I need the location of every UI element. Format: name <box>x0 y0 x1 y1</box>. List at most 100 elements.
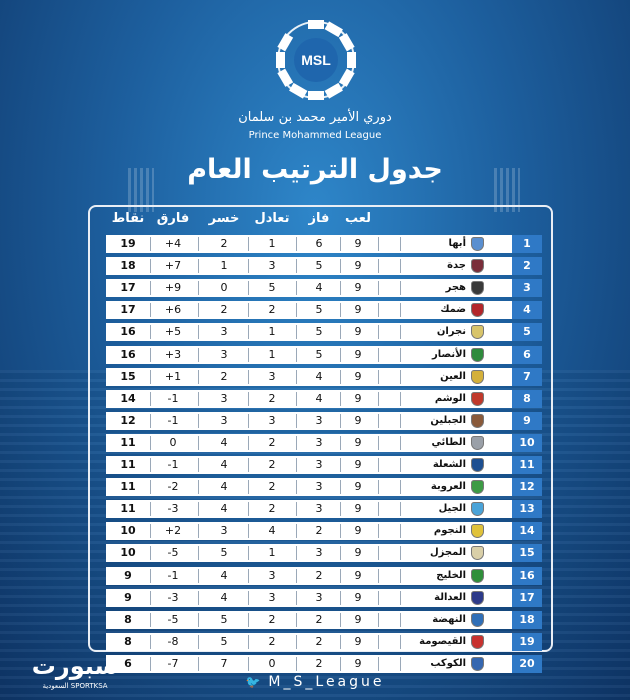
column-separator <box>296 369 297 384</box>
won-cell: 3 <box>315 458 323 471</box>
diff-cell: -3 <box>167 590 179 604</box>
table-row: 8 -8 5 2 2 9 القيصومة 19 <box>106 632 542 651</box>
column-separator <box>150 413 151 428</box>
column-separator <box>296 656 297 671</box>
column-separator <box>400 590 401 605</box>
header-lost: خسر <box>208 211 240 226</box>
lost-cell: 3 <box>220 413 228 427</box>
column-separator <box>340 656 341 671</box>
table-row: 9 -3 4 3 3 9 العدالة 17 <box>106 588 542 607</box>
column-separator <box>296 259 297 274</box>
points-cell: 10 <box>120 524 136 538</box>
diff-cell: -3 <box>167 502 179 516</box>
twitter-handle[interactable]: 🐦 M_S_League <box>0 674 630 690</box>
column-separator <box>340 590 341 605</box>
column-separator <box>400 369 401 384</box>
column-separator <box>340 502 341 517</box>
diff-cell: +1 <box>164 369 182 383</box>
drawn-cell: 5 <box>268 281 276 295</box>
points-cell: 17 <box>120 281 136 295</box>
column-separator <box>248 325 249 340</box>
lost-cell: 2 <box>220 237 228 250</box>
points-cell: 15 <box>120 369 136 383</box>
column-separator <box>296 237 297 251</box>
column-separator <box>296 458 297 472</box>
played-cell: 9 <box>354 325 362 339</box>
rank-cell: 8 <box>512 389 542 408</box>
team-name: نجران <box>436 326 466 338</box>
column-separator <box>378 568 379 583</box>
column-separator <box>400 458 401 472</box>
drawn-cell: 4 <box>268 524 276 538</box>
twitter-icon: 🐦 <box>245 675 261 689</box>
logo-text: MSL <box>301 52 331 68</box>
team-crest-icon <box>471 458 484 472</box>
diff-cell: +9 <box>164 281 182 295</box>
floodlight-left <box>128 168 154 212</box>
team-name: النهضة <box>432 613 466 625</box>
drawn-cell: 2 <box>268 634 276 648</box>
column-separator <box>340 259 341 274</box>
column-separator <box>150 590 151 605</box>
column-separator <box>378 237 379 251</box>
rank-cell: 17 <box>512 588 542 607</box>
column-separator <box>150 347 151 362</box>
column-separator <box>198 413 199 428</box>
column-separator <box>340 435 341 450</box>
column-separator <box>296 281 297 296</box>
diff-cell: -7 <box>167 656 179 670</box>
row-background <box>106 367 512 386</box>
played-cell: 9 <box>354 502 362 516</box>
points-cell: 9 <box>124 568 132 582</box>
diff-cell: -8 <box>167 634 179 648</box>
row-background <box>106 411 512 430</box>
column-separator <box>150 303 151 318</box>
column-separator <box>248 237 249 251</box>
column-separator <box>400 391 401 406</box>
column-separator <box>378 281 379 296</box>
won-cell: 3 <box>315 502 323 516</box>
column-separator <box>378 435 379 450</box>
played-cell: 9 <box>354 237 362 250</box>
standings-table-frame <box>88 205 553 652</box>
lost-cell: 5 <box>220 612 228 626</box>
column-separator <box>150 369 151 384</box>
played-cell: 9 <box>354 590 362 604</box>
column-separator <box>248 634 249 649</box>
column-separator <box>150 480 151 495</box>
team-crest-icon <box>471 303 484 318</box>
rank-cell: 15 <box>512 544 542 563</box>
points-cell: 16 <box>120 325 136 339</box>
played-cell: 9 <box>354 391 362 405</box>
diff-cell: -1 <box>167 413 179 427</box>
column-separator <box>150 502 151 517</box>
row-background <box>106 279 512 298</box>
column-separator <box>340 568 341 583</box>
rank-cell: 4 <box>512 301 542 320</box>
team-name: المجزل <box>430 547 466 559</box>
team-crest-icon <box>471 480 484 495</box>
team-name: جدة <box>447 260 466 272</box>
table-row: 17 +9 0 5 4 9 هجر 3 <box>106 279 542 298</box>
team-name: العروبة <box>430 481 466 493</box>
played-cell: 9 <box>354 435 362 449</box>
rank-cell: 10 <box>512 433 542 452</box>
points-cell: 14 <box>120 391 136 405</box>
team-name: الجيل <box>438 503 466 515</box>
column-separator <box>198 303 199 318</box>
column-separator <box>296 347 297 362</box>
rank-cell: 18 <box>512 610 542 629</box>
column-separator <box>340 524 341 539</box>
played-cell: 9 <box>354 568 362 582</box>
points-cell: 19 <box>120 237 136 250</box>
row-background <box>106 544 512 563</box>
drawn-cell: 1 <box>268 237 276 250</box>
rank-cell: 2 <box>512 257 542 276</box>
drawn-cell: 2 <box>268 502 276 516</box>
column-separator <box>400 325 401 340</box>
column-separator <box>400 546 401 561</box>
column-separator <box>248 612 249 627</box>
row-background <box>106 433 512 452</box>
column-separator <box>150 458 151 472</box>
column-separator <box>198 524 199 539</box>
